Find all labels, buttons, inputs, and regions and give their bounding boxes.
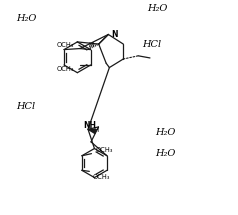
Text: H₂O: H₂O [155,127,176,137]
Text: HCl: HCl [16,102,36,111]
Text: N: N [111,30,117,39]
Text: H₂O: H₂O [147,4,167,13]
Text: H: H [93,127,99,133]
Text: OCH₃: OCH₃ [93,174,110,180]
Text: H₂O: H₂O [155,149,176,158]
Polygon shape [88,129,96,134]
Text: OCH₃: OCH₃ [56,42,74,48]
Text: OCH₃: OCH₃ [56,66,74,72]
Text: HCl: HCl [143,40,162,49]
Text: OCH₃: OCH₃ [96,147,113,153]
Text: H: H [88,42,93,48]
Text: H₂O: H₂O [16,14,37,23]
Text: NH: NH [83,121,96,130]
